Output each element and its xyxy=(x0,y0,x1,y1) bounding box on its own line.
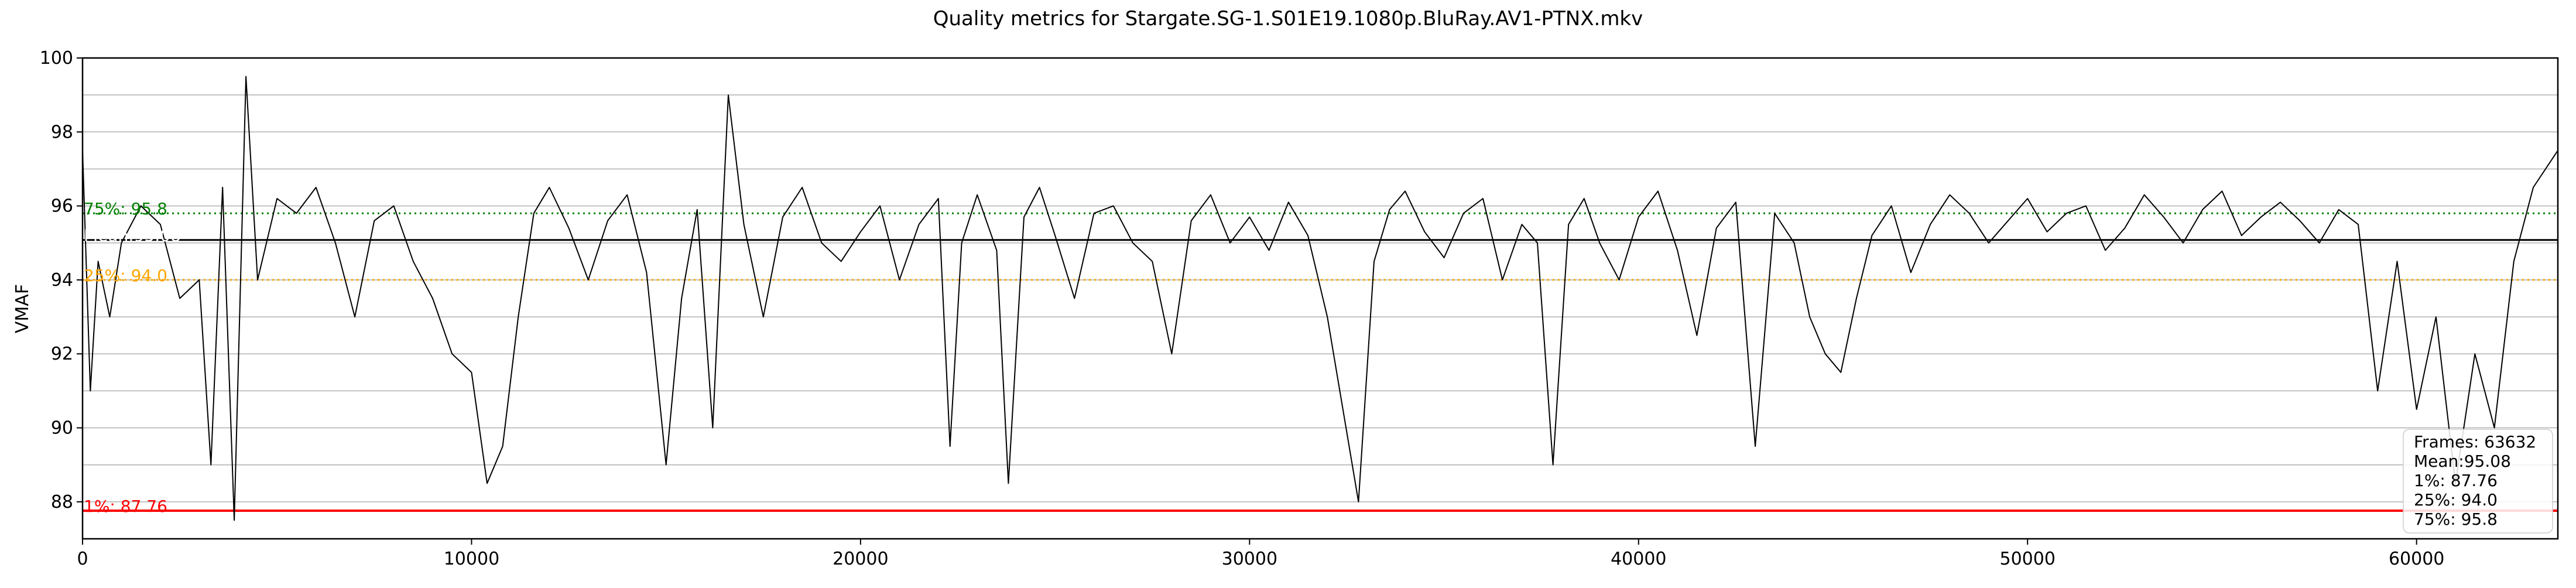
reference-lines xyxy=(83,212,2558,512)
stats-p25: 25%: 94.0 xyxy=(2414,490,2498,510)
grid-layer xyxy=(83,57,2558,539)
y-tick-label-100: 100 xyxy=(40,48,73,69)
stats-p1: 1%: 87.76 xyxy=(2414,471,2498,490)
x-tick-label-0: 0 xyxy=(77,549,88,569)
y-tick-label-96: 96 xyxy=(51,196,73,217)
series-line-0 xyxy=(82,76,2558,521)
y-tick-label-92: 92 xyxy=(51,344,73,364)
ref-label-p25: 25%: 94.0 xyxy=(84,266,167,285)
x-tick-label-60000: 60000 xyxy=(2389,549,2444,569)
ref-label-p1: 1%: 87.76 xyxy=(84,497,167,516)
chart-title: Quality metrics for Stargate.SG-1.S01E19… xyxy=(933,7,1643,30)
ref-label-p75: 75%: 95.8 xyxy=(84,199,167,218)
y-tick-label-88: 88 xyxy=(51,492,73,512)
plot-frame xyxy=(81,57,2559,540)
series-layer xyxy=(82,76,2558,521)
stats-mean: Mean:95.08 xyxy=(2414,452,2511,471)
y-tick-label-94: 94 xyxy=(51,270,73,290)
x-tick-label-50000: 50000 xyxy=(2000,549,2056,569)
stats-p75: 75%: 95.8 xyxy=(2414,510,2498,529)
stats-frames: Frames: 63632 xyxy=(2414,432,2536,452)
tick-layer: 88 90 92 94 96 98 100 0 10000 20000 30000 40000 5000… xyxy=(40,48,2445,569)
x-tick-label-20000: 20000 xyxy=(833,549,888,569)
x-tick-label-40000: 40000 xyxy=(1611,549,1666,569)
ref-label-mean: Mean:95.08 xyxy=(84,226,181,245)
x-tick-label-10000: 10000 xyxy=(444,549,499,569)
stats-box-background xyxy=(2403,429,2553,534)
stats-box: Frames: 63632 Mean:95.08 1%: 87.76 25%: … xyxy=(2403,429,2553,534)
y-tick-label-90: 90 xyxy=(51,418,73,439)
x-tick-label-30000: 30000 xyxy=(1222,549,1277,569)
y-axis-label: VMAF xyxy=(12,284,33,333)
y-tick-label-98: 98 xyxy=(51,122,73,142)
reference-labels: 1%: 87.76 25%: 94.0 Mean:95.08 75%: 95.8 xyxy=(84,199,181,516)
